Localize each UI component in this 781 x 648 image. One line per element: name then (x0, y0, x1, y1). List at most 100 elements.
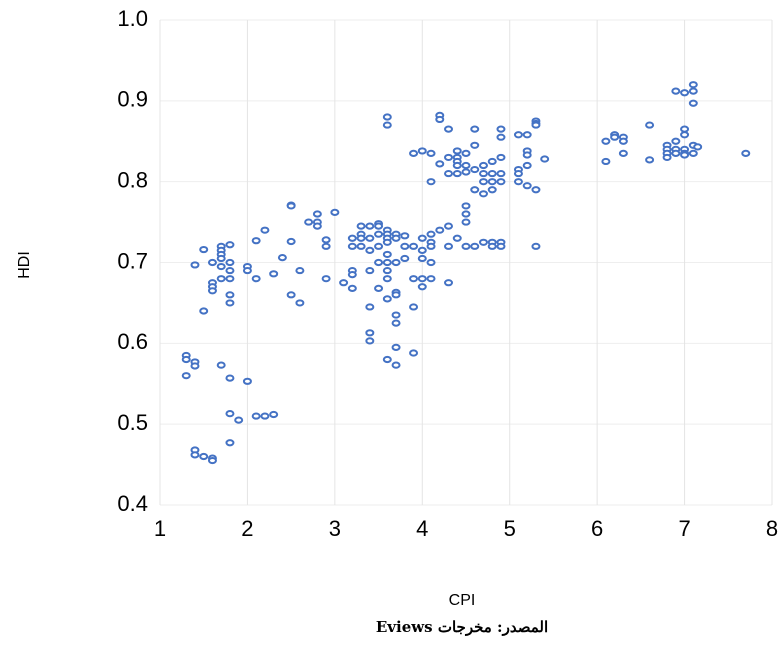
x-axis-label: CPI (449, 592, 476, 609)
point (417, 246, 427, 254)
point (688, 81, 698, 89)
point (461, 149, 471, 157)
y-tick-label: 0.7 (117, 248, 148, 273)
point (444, 242, 454, 250)
point (671, 149, 681, 157)
point (207, 287, 217, 295)
point (190, 261, 200, 269)
point (470, 186, 480, 194)
source-note: المصدر: مخرجات Eviews (376, 618, 548, 636)
point (391, 343, 401, 351)
point (426, 258, 436, 267)
point (470, 141, 480, 149)
point (365, 266, 375, 275)
point (225, 241, 235, 249)
point (382, 355, 392, 364)
point (356, 242, 366, 250)
point (199, 245, 209, 254)
point (680, 89, 690, 97)
point (382, 258, 392, 267)
point (513, 131, 523, 139)
point (391, 319, 401, 327)
point (251, 412, 261, 420)
point (461, 161, 471, 170)
point (417, 234, 427, 242)
y-tick-label: 0.5 (117, 410, 148, 435)
point (339, 279, 349, 287)
point (400, 232, 410, 240)
point (356, 222, 366, 230)
point (374, 258, 384, 267)
point (347, 271, 357, 279)
point (444, 169, 454, 178)
point (680, 125, 690, 133)
point (251, 275, 261, 283)
point (470, 242, 480, 250)
point (522, 131, 532, 139)
point (435, 115, 445, 124)
point (513, 169, 523, 178)
point (461, 242, 471, 250)
point (426, 149, 436, 157)
point (225, 439, 235, 447)
point (478, 178, 488, 186)
point (522, 182, 532, 190)
point (435, 226, 445, 234)
y-axis-label: HDI (16, 251, 33, 279)
point (680, 151, 690, 159)
point (487, 186, 497, 194)
y-tick-label: 0.9 (117, 87, 148, 112)
point (496, 153, 506, 162)
point (680, 131, 690, 139)
source-tool: Eviews (376, 618, 433, 636)
point (409, 275, 419, 283)
point (391, 258, 401, 267)
point (478, 238, 488, 246)
point (347, 284, 357, 292)
point (251, 237, 261, 245)
point (470, 165, 480, 174)
point (382, 113, 392, 121)
point (444, 279, 454, 287)
x-tick-label: 6 (591, 516, 603, 541)
point (374, 230, 384, 238)
y-tick-label: 0.8 (117, 167, 148, 192)
point (347, 234, 357, 242)
point (531, 242, 541, 250)
point (741, 149, 751, 157)
point (426, 178, 436, 186)
point (365, 246, 375, 254)
point (269, 410, 279, 419)
point (304, 218, 314, 226)
point (321, 236, 331, 244)
point (286, 291, 296, 299)
point (356, 234, 366, 242)
point (487, 242, 497, 250)
point (382, 295, 392, 303)
point (295, 299, 305, 307)
point (260, 226, 270, 234)
point (382, 238, 392, 246)
point (286, 237, 296, 246)
point (409, 149, 419, 157)
y-tick-label: 1.0 (117, 6, 148, 31)
y-tick-label: 0.4 (117, 491, 148, 516)
point (409, 349, 419, 357)
point (487, 157, 497, 166)
point (452, 161, 462, 170)
point (382, 275, 392, 283)
point (444, 153, 454, 162)
point (444, 222, 454, 230)
point (452, 234, 462, 242)
point (601, 157, 611, 166)
y-tick-label: 0.6 (117, 329, 148, 354)
point (610, 133, 620, 141)
point (522, 151, 532, 159)
point (225, 374, 235, 382)
point (496, 133, 506, 141)
point (444, 125, 454, 133)
x-tick-label: 3 (329, 516, 341, 541)
point (391, 311, 401, 319)
point (321, 242, 331, 250)
